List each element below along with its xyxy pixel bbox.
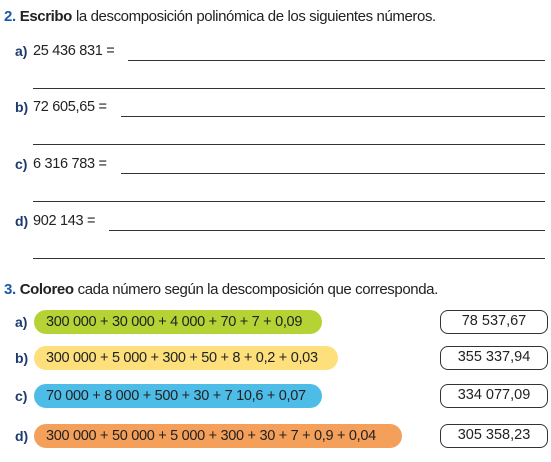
instruction: la descomposición polinómica de los sigu… (75, 8, 436, 25)
item-letter: c) (15, 156, 28, 172)
answer-line (120, 173, 545, 174)
item-number: 25 436 831 = (33, 43, 115, 59)
answer-line (33, 201, 545, 202)
answer-line (120, 116, 545, 117)
item-number: 72 605,65 = (33, 99, 107, 115)
answer-line (128, 60, 545, 61)
answer-box: 334 077,09 (440, 384, 548, 408)
item-letter: b) (15, 99, 29, 115)
exercise-verb: Escribo (19, 8, 73, 25)
instruction: cada número según la descomposición que … (77, 281, 439, 298)
item-letter: b) (15, 350, 29, 366)
item-letter: d) (15, 213, 29, 229)
expression-pill: 300 000 + 30 000 + 4 000 + 70 + 7 + 0,09 (34, 310, 322, 334)
item-letter: d) (15, 428, 29, 444)
expression-pill: 300 000 + 5 000 + 300 + 50 + 8 + 0,2 + 0… (34, 346, 338, 370)
answer-line (33, 258, 545, 259)
answer-line (33, 144, 545, 145)
item-letter: a) (15, 43, 28, 59)
answer-box: 78 537,67 (440, 310, 548, 334)
exercise-2-title: 2. Escribo la descomposición polinómica de… (4, 8, 436, 25)
answer-box: 305 358,23 (440, 424, 548, 448)
exercise-number: 3. (4, 281, 16, 298)
item-letter: a) (15, 314, 28, 330)
item-number: 902 143 = (33, 213, 96, 229)
exercise-3-title: 3. Coloreo cada número según la descomposi… (4, 281, 438, 298)
expression-pill: 300 000 + 50 000 + 5 000 + 300 + 30 + 7 … (34, 424, 402, 448)
exercise-verb: Coloreo (19, 281, 74, 298)
item-letter: c) (15, 388, 28, 404)
item-number: 6 316 783 = (33, 156, 107, 172)
answer-line (109, 230, 545, 231)
expression-pill: 70 000 + 8 000 + 500 + 30 + 7 10,6 + 0,0… (34, 384, 322, 408)
answer-box: 355 337,94 (440, 346, 548, 370)
exercise-number: 2. (4, 8, 16, 25)
answer-line (33, 88, 545, 89)
